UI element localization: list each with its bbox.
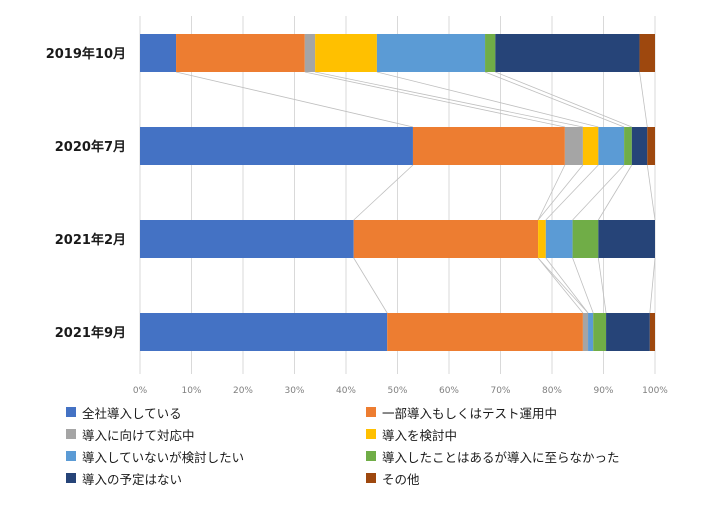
series-connector-line xyxy=(545,164,599,221)
category-labels: 2019年10月 2020年7月 2021年2月 2021年9月 xyxy=(46,46,126,341)
legend-swatch xyxy=(66,451,76,461)
legend-swatch xyxy=(366,451,376,461)
legend-label: 導入を検討中 xyxy=(382,427,458,443)
legend-label: 導入に向けて対応中 xyxy=(82,427,195,443)
bar-segment xyxy=(176,34,305,72)
x-tick-label: 80% xyxy=(542,386,562,396)
bar-segment xyxy=(631,127,648,165)
bar-segment xyxy=(545,220,573,258)
legend-swatch xyxy=(66,407,76,417)
category-label: 2020年7月 xyxy=(55,139,126,155)
legend-item: 一部導入もしくはテスト運用中 xyxy=(366,404,666,421)
legend-label: 導入したことはあるが導入に至らなかった xyxy=(382,449,620,465)
legend-label: 導入の予定はない xyxy=(82,471,183,487)
bar-segment xyxy=(647,127,655,165)
bar-segment xyxy=(598,220,655,258)
bar-segment xyxy=(582,127,599,165)
bar-segment xyxy=(412,127,565,165)
bar-stacks xyxy=(140,34,655,351)
bar-segment xyxy=(538,220,546,258)
series-connector-lines xyxy=(175,71,656,314)
series-connector-line xyxy=(649,257,656,314)
legend-label: その他 xyxy=(382,471,420,487)
bar-segment xyxy=(606,313,650,351)
bar-segment xyxy=(564,127,583,165)
bar-segment xyxy=(495,34,640,72)
series-connector-line xyxy=(537,257,589,314)
bar-segment xyxy=(639,34,655,72)
series-connector-line xyxy=(353,164,414,221)
bar-segment xyxy=(376,34,486,72)
series-connector-line xyxy=(646,164,656,221)
bar-segment xyxy=(582,313,589,351)
bar-stack xyxy=(140,220,655,258)
bar-segment xyxy=(140,220,354,258)
series-connector-line xyxy=(175,71,414,128)
series-connector-line xyxy=(376,71,599,128)
series-connector-line xyxy=(495,71,632,128)
x-tick-label: 70% xyxy=(490,386,510,396)
bar-stack xyxy=(140,34,655,72)
bar-stack xyxy=(140,127,655,165)
bar-segment xyxy=(387,313,583,351)
legend-label: 全社導入している xyxy=(82,405,182,421)
series-connector-line xyxy=(537,164,584,221)
bar-segment xyxy=(593,313,607,351)
legend-swatch xyxy=(66,473,76,483)
bar-segment xyxy=(315,34,377,72)
legend-swatch xyxy=(366,407,376,417)
legend-item: 導入したことはあるが導入に至らなかった xyxy=(366,448,666,465)
series-connector-line xyxy=(537,257,584,314)
series-connector-line xyxy=(598,164,633,221)
legend-item: 全社導入している xyxy=(66,404,366,421)
legend: 全社導入している 一部導入もしくはテスト運用中導入に向けて対応中 導入を検討中導入し… xyxy=(66,404,686,487)
bar-segment xyxy=(304,34,316,72)
bar-segment xyxy=(649,313,655,351)
series-connector-line xyxy=(484,71,625,128)
legend-swatch xyxy=(366,473,376,483)
series-connector-line xyxy=(597,257,607,314)
series-connector-line xyxy=(572,257,594,314)
series-connector-line xyxy=(572,164,625,221)
legend-item: 導入を検討中 xyxy=(366,426,666,443)
x-tick-label: 30% xyxy=(284,386,304,396)
series-connector-line xyxy=(315,71,583,128)
x-axis-tick-labels: 0% 10% 20% 30% 40% 50% 60% 70% 80% 90% 100% xyxy=(133,386,668,396)
bar-segment xyxy=(624,127,632,165)
bar-segment xyxy=(572,220,599,258)
bar-segment xyxy=(140,34,177,72)
x-tick-label: 40% xyxy=(336,386,356,396)
x-tick-label: 0% xyxy=(133,386,148,396)
legend-swatch xyxy=(366,429,376,439)
x-tick-label: 100% xyxy=(642,386,668,396)
series-connector-line xyxy=(537,164,566,221)
x-tick-label: 50% xyxy=(387,386,407,396)
series-connector-line xyxy=(353,257,388,314)
legend-label: 導入していないが検討したい xyxy=(82,449,245,465)
bar-segment xyxy=(140,313,388,351)
series-connector-line xyxy=(304,71,565,128)
series-connector-line xyxy=(639,71,648,128)
legend-label: 一部導入もしくはテスト運用中 xyxy=(382,405,558,421)
bar-stack xyxy=(140,313,655,351)
legend-item: その他 xyxy=(366,470,666,487)
category-label: 2021年9月 xyxy=(55,325,126,341)
x-tick-label: 10% xyxy=(181,386,201,396)
legend-item: 導入していないが検討したい xyxy=(66,448,366,465)
category-label: 2019年10月 xyxy=(46,46,126,62)
category-label: 2021年2月 xyxy=(55,232,126,248)
legend-item: 導入の予定はない xyxy=(66,470,366,487)
bar-segment xyxy=(140,127,413,165)
bar-segment xyxy=(485,34,496,72)
legend-swatch xyxy=(66,429,76,439)
x-tick-label: 60% xyxy=(439,386,459,396)
bar-segment xyxy=(353,220,539,258)
legend-item: 導入に向けて対応中 xyxy=(66,426,366,443)
bar-segment xyxy=(588,313,594,351)
x-tick-label: 90% xyxy=(593,386,613,396)
series-connector-line xyxy=(545,257,589,314)
x-tick-label: 20% xyxy=(233,386,253,396)
bar-segment xyxy=(598,127,625,165)
